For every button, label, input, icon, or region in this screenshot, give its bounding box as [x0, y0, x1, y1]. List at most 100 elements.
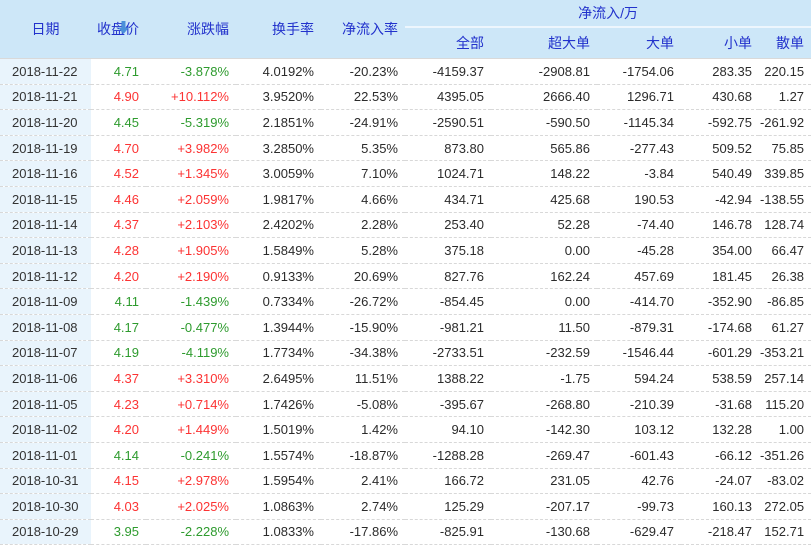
- inflow-scattered-cell: 152.71: [759, 519, 811, 546]
- inflow-large-cell: 103.12: [597, 416, 681, 443]
- turnover-cell: 1.7426%: [236, 391, 321, 418]
- inflow-scattered-cell: -351.26: [759, 442, 811, 469]
- date-cell: 2018-11-13: [0, 237, 91, 264]
- table-row: 2018-11-19 4.70 +3.982% 3.2850% 5.35% 873.80 5…: [0, 135, 811, 162]
- table-row: 2018-11-20 4.45 -5.319% 2.1851% -24.91% -2590…: [0, 109, 811, 136]
- inflow-rate-cell: -5.08%: [321, 391, 405, 418]
- column-header-large[interactable]: 大单: [597, 27, 681, 59]
- inflow-small-cell: 509.52: [681, 135, 759, 162]
- date-cell: 2018-11-16: [0, 160, 91, 187]
- inflow-small-cell: 160.13: [681, 493, 759, 520]
- inflow-all-cell: -854.45: [405, 288, 491, 315]
- date-cell: 2018-11-14: [0, 212, 91, 239]
- close-cell: 4.03: [91, 493, 146, 520]
- inflow-small-cell: 283.35: [681, 58, 759, 85]
- inflow-super-large-cell: -269.47: [491, 442, 597, 469]
- table-row: 2018-11-07 4.19 -4.119% 1.7734% -34.38% -2733…: [0, 340, 811, 367]
- close-cell: 4.20: [91, 416, 146, 443]
- change-cell: +2.059%: [146, 186, 236, 213]
- inflow-rate-cell: -15.90%: [321, 314, 405, 341]
- table-row: 2018-11-02 4.20 +1.449% 1.5019% 1.42% 94.10 -1…: [0, 416, 811, 443]
- inflow-super-large-cell: -1.75: [491, 365, 597, 392]
- table-row: 2018-11-08 4.17 -0.477% 1.3944% -15.90% -981.…: [0, 314, 811, 341]
- column-header-close[interactable]: 收盘价: [91, 0, 146, 59]
- close-cell: 4.37: [91, 212, 146, 239]
- close-cell: 3.95: [91, 519, 146, 546]
- column-header-turnover[interactable]: 换手率: [236, 0, 321, 59]
- inflow-large-cell: -3.84: [597, 160, 681, 187]
- turnover-cell: 1.0863%: [236, 493, 321, 520]
- inflow-scattered-cell: 257.14: [759, 365, 811, 392]
- inflow-scattered-cell: 128.74: [759, 212, 811, 239]
- column-header-super-large[interactable]: 超大单: [491, 27, 597, 59]
- column-header-change[interactable]: 涨跌幅: [146, 0, 236, 59]
- inflow-super-large-cell: 52.28: [491, 212, 597, 239]
- inflow-small-cell: -42.94: [681, 186, 759, 213]
- inflow-small-cell: -352.90: [681, 288, 759, 315]
- change-cell: +1.449%: [146, 416, 236, 443]
- inflow-scattered-cell: 272.05: [759, 493, 811, 520]
- inflow-all-cell: 1388.22: [405, 365, 491, 392]
- inflow-all-cell: -1288.28: [405, 442, 491, 469]
- date-cell: 2018-11-06: [0, 365, 91, 392]
- date-cell: 2018-11-20: [0, 109, 91, 136]
- date-cell: 2018-11-19: [0, 135, 91, 162]
- inflow-all-cell: 1024.71: [405, 160, 491, 187]
- turnover-cell: 1.5849%: [236, 237, 321, 264]
- inflow-super-large-cell: 2666.40: [491, 84, 597, 111]
- inflow-large-cell: -414.70: [597, 288, 681, 315]
- turnover-cell: 0.7334%: [236, 288, 321, 315]
- change-cell: +3.310%: [146, 365, 236, 392]
- inflow-large-cell: -629.47: [597, 519, 681, 546]
- date-cell: 2018-10-30: [0, 493, 91, 520]
- change-cell: +10.112%: [146, 84, 236, 111]
- change-cell: -2.228%: [146, 519, 236, 546]
- inflow-super-large-cell: -142.30: [491, 416, 597, 443]
- date-cell: 2018-11-07: [0, 340, 91, 367]
- inflow-rate-cell: 2.74%: [321, 493, 405, 520]
- close-cell: 4.71: [91, 58, 146, 85]
- inflow-small-cell: 540.49: [681, 160, 759, 187]
- inflow-all-cell: 125.29: [405, 493, 491, 520]
- inflow-all-cell: -2733.51: [405, 340, 491, 367]
- column-header-small[interactable]: 小单: [681, 27, 759, 59]
- turnover-cell: 3.0059%: [236, 160, 321, 187]
- inflow-large-cell: -1546.44: [597, 340, 681, 367]
- table-row: 2018-11-05 4.23 +0.714% 1.7426% -5.08% -395.6…: [0, 391, 811, 418]
- close-cell: 4.70: [91, 135, 146, 162]
- inflow-large-cell: 42.76: [597, 468, 681, 495]
- change-cell: +2.025%: [146, 493, 236, 520]
- inflow-small-cell: 146.78: [681, 212, 759, 239]
- inflow-rate-cell: -24.91%: [321, 109, 405, 136]
- inflow-rate-cell: 4.66%: [321, 186, 405, 213]
- inflow-scattered-cell: 61.27: [759, 314, 811, 341]
- inflow-all-cell: 4395.05: [405, 84, 491, 111]
- inflow-rate-cell: -26.72%: [321, 288, 405, 315]
- column-header-all[interactable]: 全部: [405, 27, 491, 59]
- date-cell: 2018-11-05: [0, 391, 91, 418]
- inflow-large-cell: -210.39: [597, 391, 681, 418]
- inflow-large-cell: 190.53: [597, 186, 681, 213]
- close-cell: 4.46: [91, 186, 146, 213]
- inflow-rate-cell: 20.69%: [321, 263, 405, 290]
- inflow-small-cell: -218.47: [681, 519, 759, 546]
- inflow-small-cell: 132.28: [681, 416, 759, 443]
- turnover-cell: 3.9520%: [236, 84, 321, 111]
- sort-desc-icon[interactable]: [118, 21, 129, 34]
- column-header-inflow-rate[interactable]: 净流入率: [321, 0, 405, 59]
- inflow-super-large-cell: -268.80: [491, 391, 597, 418]
- change-cell: +2.103%: [146, 212, 236, 239]
- column-header-scattered[interactable]: 散单: [759, 27, 811, 59]
- table-row: 2018-11-16 4.52 +1.345% 3.0059% 7.10% 1024.71…: [0, 160, 811, 187]
- turnover-cell: 1.7734%: [236, 340, 321, 367]
- inflow-all-cell: 434.71: [405, 186, 491, 213]
- inflow-rate-cell: 11.51%: [321, 365, 405, 392]
- date-cell: 2018-11-22: [0, 58, 91, 85]
- column-header-date[interactable]: 日期: [0, 0, 91, 59]
- inflow-scattered-cell: -353.21: [759, 340, 811, 367]
- inflow-super-large-cell: 425.68: [491, 186, 597, 213]
- inflow-large-cell: 1296.71: [597, 84, 681, 111]
- inflow-scattered-cell: -86.85: [759, 288, 811, 315]
- inflow-all-cell: 873.80: [405, 135, 491, 162]
- close-cell: 4.45: [91, 109, 146, 136]
